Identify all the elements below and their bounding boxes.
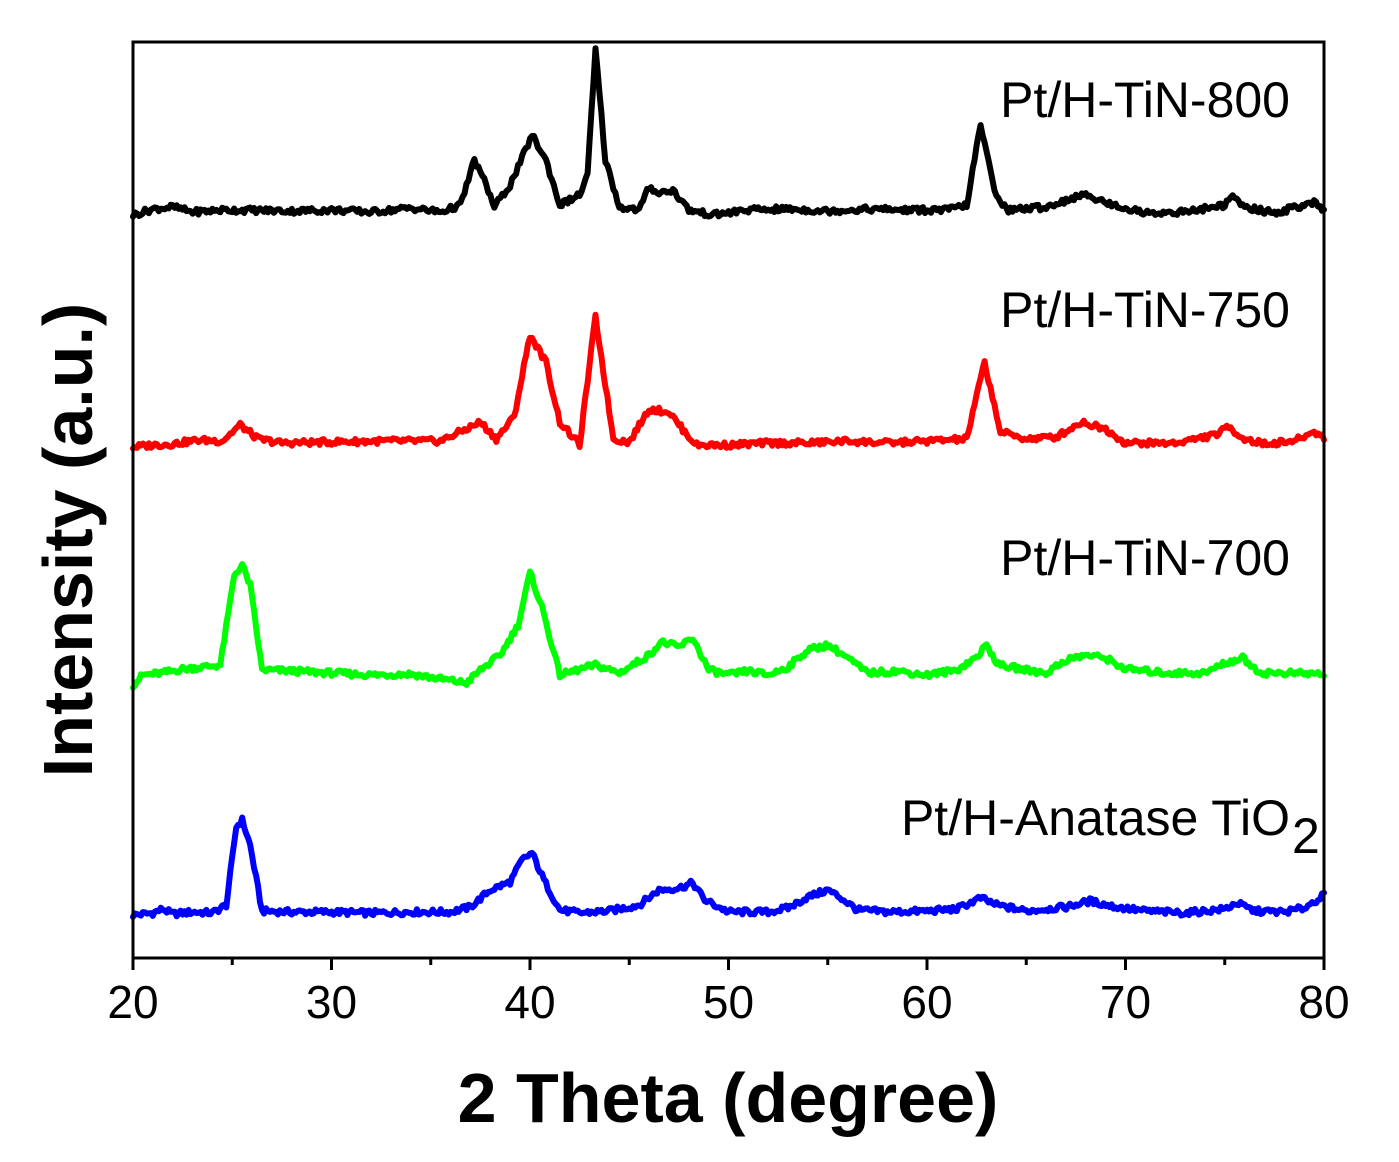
series-line-4 <box>130 45 1327 220</box>
x-tick-label: 80 <box>1298 976 1349 1028</box>
x-axis-title: 2 Theta (degree) <box>458 1059 999 1137</box>
x-tick-label: 60 <box>901 976 952 1028</box>
series-label-3: Pt/H-TiN-750 <box>1000 282 1290 338</box>
series-label-1: Pt/H-Anatase TiO <box>901 790 1290 846</box>
x-tick-label: 50 <box>703 976 754 1028</box>
series-line-3 <box>130 311 1327 452</box>
x-tick-label: 40 <box>504 976 555 1028</box>
series-labels: Pt/H-Anatase TiO 2 Pt/H-TiN-700 Pt/H-TiN-75… <box>901 72 1320 864</box>
x-tick-label: 20 <box>107 976 158 1028</box>
x-tick-label: 30 <box>306 976 357 1028</box>
y-axis-title: Intensity (a.u.) <box>29 303 107 777</box>
x-axis: 20 30 40 50 60 70 80 <box>107 958 1350 1028</box>
x-tick-label: 70 <box>1100 976 1151 1028</box>
series-layer <box>130 45 1327 920</box>
series-line-1 <box>130 814 1327 920</box>
series-label-subscript: 2 <box>1292 808 1320 864</box>
series-label-2: Pt/H-TiN-700 <box>1000 530 1290 586</box>
series-label-4: Pt/H-TiN-800 <box>1000 72 1290 128</box>
series-line-2 <box>130 561 1327 691</box>
